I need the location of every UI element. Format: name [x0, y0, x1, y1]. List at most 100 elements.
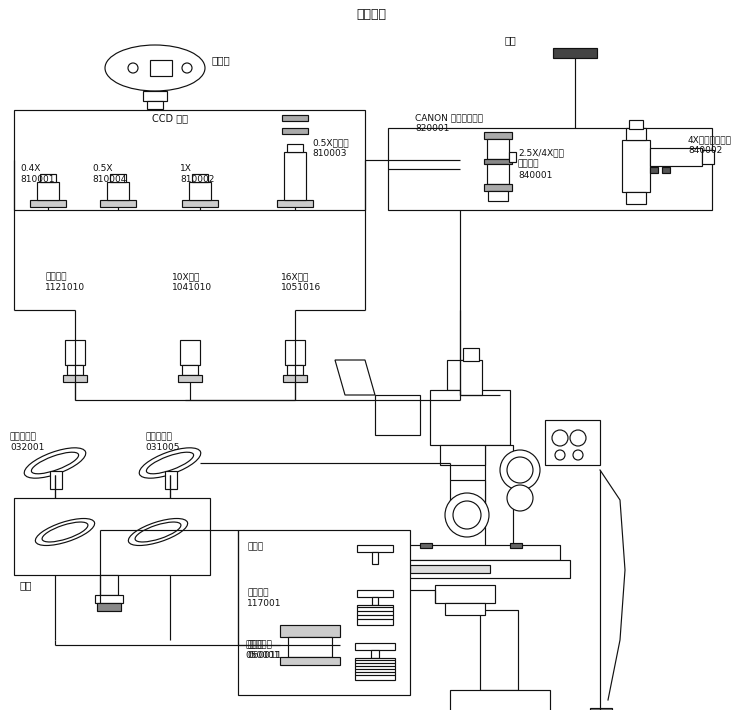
Bar: [100, 200, 136, 207]
Bar: [14, 110, 365, 210]
Bar: [150, 60, 172, 76]
Bar: [189, 182, 211, 200]
Text: 物镜: 物镜: [20, 580, 33, 590]
Bar: [626, 192, 646, 204]
Bar: [590, 708, 612, 710]
Bar: [165, 471, 177, 489]
Bar: [629, 120, 643, 129]
Text: 1X
810002: 1X 810002: [180, 164, 214, 185]
Bar: [357, 590, 393, 597]
Bar: [485, 445, 513, 565]
Text: 0.4X
810001: 0.4X 810001: [20, 164, 55, 185]
Bar: [371, 650, 379, 658]
Circle shape: [555, 450, 565, 460]
Circle shape: [500, 450, 540, 490]
Bar: [50, 471, 62, 489]
Bar: [95, 595, 123, 603]
Bar: [626, 128, 646, 140]
Bar: [282, 115, 308, 121]
Bar: [702, 150, 714, 164]
Bar: [182, 365, 198, 375]
Bar: [283, 375, 307, 382]
Bar: [284, 152, 306, 200]
Bar: [484, 159, 512, 164]
Text: 系统图解: 系统图解: [356, 8, 386, 21]
Bar: [357, 605, 393, 625]
Bar: [440, 445, 485, 465]
Bar: [180, 340, 200, 365]
Bar: [487, 139, 509, 159]
Circle shape: [573, 450, 583, 460]
Bar: [14, 498, 210, 575]
Bar: [480, 610, 518, 690]
Text: 卡环: 卡环: [505, 35, 516, 45]
Bar: [450, 480, 485, 505]
Polygon shape: [375, 395, 420, 435]
Text: 4X对焦摄影装置
840002: 4X对焦摄影装置 840002: [688, 135, 732, 155]
Bar: [110, 174, 126, 182]
Ellipse shape: [139, 448, 201, 478]
Bar: [178, 375, 202, 382]
Text: CCD 接头: CCD 接头: [152, 113, 188, 123]
Bar: [450, 690, 550, 710]
Bar: [37, 182, 59, 200]
Bar: [372, 552, 378, 564]
Bar: [553, 48, 597, 58]
Ellipse shape: [24, 448, 86, 478]
Text: 2.5X/4X变倍
摄影装置
840001: 2.5X/4X变倍 摄影装置 840001: [518, 148, 564, 180]
Text: 滤色片: 滤色片: [247, 542, 263, 551]
Ellipse shape: [182, 63, 192, 73]
Bar: [67, 365, 83, 375]
Bar: [372, 597, 378, 605]
Bar: [147, 101, 163, 109]
Bar: [355, 658, 395, 680]
Bar: [488, 191, 508, 201]
Bar: [484, 184, 512, 191]
Bar: [487, 164, 509, 184]
Text: 10X目镜
1041010: 10X目镜 1041010: [172, 272, 212, 293]
Bar: [400, 545, 560, 560]
Circle shape: [445, 493, 489, 537]
Bar: [390, 560, 570, 578]
Bar: [287, 144, 303, 152]
Text: 视场光栏
117001: 视场光栏 117001: [247, 588, 282, 608]
Text: 0.5X带分划
810003: 0.5X带分划 810003: [312, 138, 348, 158]
Text: 集光器
060011: 集光器 060011: [247, 640, 282, 660]
Bar: [100, 575, 118, 595]
Ellipse shape: [105, 45, 205, 91]
Bar: [460, 360, 482, 395]
Polygon shape: [335, 360, 375, 395]
Circle shape: [570, 430, 586, 446]
Bar: [650, 148, 702, 166]
Bar: [357, 545, 393, 552]
Bar: [435, 585, 495, 603]
Bar: [192, 174, 208, 182]
Ellipse shape: [135, 522, 181, 542]
Bar: [447, 360, 473, 390]
Text: 分划目镜
1121010: 分划目镜 1121010: [45, 272, 85, 293]
Text: CANON 数码相机接头
820001: CANON 数码相机接头 820001: [415, 113, 483, 133]
Circle shape: [507, 457, 533, 483]
Bar: [509, 152, 516, 162]
Text: 四孔转换器
031005: 四孔转换器 031005: [145, 432, 179, 452]
Bar: [650, 167, 658, 173]
Bar: [410, 565, 490, 573]
Bar: [65, 340, 85, 365]
Ellipse shape: [31, 452, 79, 474]
Ellipse shape: [128, 63, 138, 73]
Bar: [445, 603, 485, 615]
Bar: [40, 174, 56, 182]
Circle shape: [552, 430, 568, 446]
Bar: [30, 200, 66, 207]
Bar: [622, 140, 650, 192]
Bar: [388, 128, 712, 210]
Text: 摄像仪: 摄像仪: [212, 55, 230, 65]
Bar: [510, 543, 522, 548]
Bar: [63, 375, 87, 382]
Bar: [143, 91, 167, 101]
Bar: [238, 530, 410, 695]
Ellipse shape: [36, 518, 95, 545]
Bar: [182, 200, 218, 207]
Text: 五孔转换器
032001: 五孔转换器 032001: [10, 432, 44, 452]
Bar: [288, 637, 332, 657]
